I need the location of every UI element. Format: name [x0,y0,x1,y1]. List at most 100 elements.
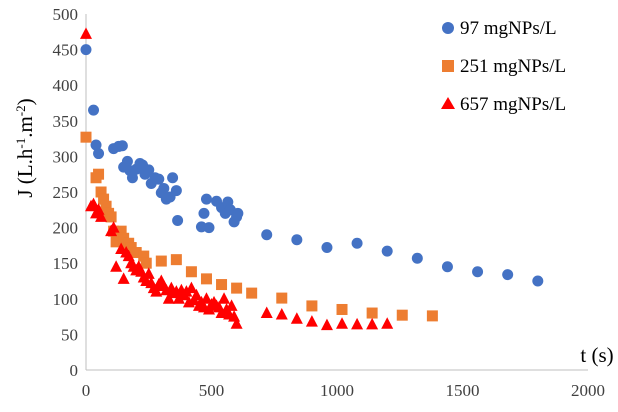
data-point-series-1 [502,269,514,281]
data-point-series-3 [200,292,213,304]
data-point-series-2 [276,292,288,304]
data-point-series-1 [198,207,210,219]
data-point-series-1 [116,140,128,152]
data-point-series-2 [130,247,142,259]
data-point-series-1 [472,266,484,278]
x-tick-label: 500 [199,381,225,400]
data-point-series-1 [80,44,92,56]
data-point-series-1 [126,172,138,184]
legend-label-251: 251 mgNPs/L [460,56,566,77]
y-tick-label: 250 [53,183,79,202]
data-point-series-3 [172,292,185,304]
data-point-series-3 [351,317,364,330]
data-point-series-1 [291,234,303,246]
data-point-series-2 [216,279,228,291]
y-tick-label: 350 [53,112,79,131]
data-point-series-3 [150,285,163,297]
data-point-series-1 [153,173,165,185]
data-point-series-2 [200,273,212,285]
data-point-series-2 [80,131,92,143]
data-points [80,27,544,331]
data-point-series-3 [190,288,203,301]
data-point-series-1 [200,193,212,205]
data-point-series-2 [231,282,243,294]
data-point-series-1 [158,182,170,194]
data-point-series-3 [275,307,288,320]
y-tick-label: 100 [53,290,79,309]
x-tick-label: 1500 [446,381,480,400]
data-point-series-2 [140,257,152,269]
data-point-series-1 [143,164,155,176]
data-point-series-3 [320,318,333,331]
data-point-series-1 [532,275,544,287]
legend-item-251: 251 mgNPs/L [442,56,566,77]
y-tick-label: 300 [53,147,79,166]
legend-label-657: 657 mgNPs/L [460,94,566,115]
y-tick-label: 200 [53,219,79,238]
data-point-series-2 [98,193,110,205]
x-tick-label: 2000 [571,381,605,400]
data-point-series-2 [396,309,408,321]
data-point-series-3 [80,27,92,39]
legend-marker-657 [441,97,455,109]
data-point-series-3 [180,285,193,297]
data-point-series-1 [170,185,182,197]
data-point-series-3 [305,315,318,327]
data-point-series-3 [260,306,273,319]
data-point-series-2 [170,254,182,266]
data-point-series-1 [321,242,333,254]
data-point-series-1 [172,214,184,226]
data-point-series-3 [95,210,108,222]
data-point-series-2 [366,307,378,319]
data-point-series-2 [93,168,105,180]
data-point-series-3 [230,317,243,329]
y-tick-label: 50 [61,325,78,344]
data-point-series-3 [117,272,130,284]
legend-marker-251 [442,60,454,72]
data-point-series-3 [366,317,379,330]
data-point-series-1 [88,104,100,116]
x-tick-label: 0 [82,381,91,400]
data-point-series-2 [115,225,127,237]
data-point-series-3 [185,281,198,294]
data-point-series-3 [225,299,238,311]
data-point-series-2 [100,200,112,212]
data-point-series-3 [87,197,100,210]
data-point-series-1 [261,229,273,241]
legend: 97 mgNPs/L 251 mgNPs/L 657 mgNPs/L [441,18,566,115]
data-point-series-2 [426,310,438,322]
data-point-series-2 [336,303,348,315]
data-point-series-3 [110,260,123,272]
data-point-series-2 [185,266,197,278]
data-point-series-1 [121,155,133,167]
data-point-series-3 [290,312,303,324]
data-point-series-2 [138,250,150,262]
data-point-series-1 [441,261,453,273]
data-point-series-1 [167,172,179,184]
y-tick-label: 0 [70,361,79,380]
x-tick-label: 1000 [320,381,354,400]
axes [85,14,588,371]
data-point-series-3 [336,317,349,329]
data-point-series-2 [110,236,122,248]
data-point-series-2 [95,186,107,198]
data-point-series-3 [215,306,228,319]
x-axis-label: t (s) [580,343,613,367]
data-point-series-1 [203,222,215,234]
data-point-series-1 [381,245,393,257]
y-tick-label: 150 [53,254,79,273]
data-point-series-3 [107,221,120,233]
data-point-series-2 [105,211,117,223]
data-point-series-1 [232,207,244,219]
data-point-series-2 [246,287,258,299]
data-point-series-1 [93,148,105,160]
legend-label-97: 97 mgNPs/L [460,18,557,39]
y-tick-label: 400 [53,76,79,95]
data-point-series-2 [155,255,167,267]
data-point-series-3 [381,317,394,329]
data-point-series-3 [142,267,155,279]
data-point-series-3 [218,292,231,304]
data-point-series-1 [411,252,423,264]
y-tick-label: 500 [53,5,79,24]
